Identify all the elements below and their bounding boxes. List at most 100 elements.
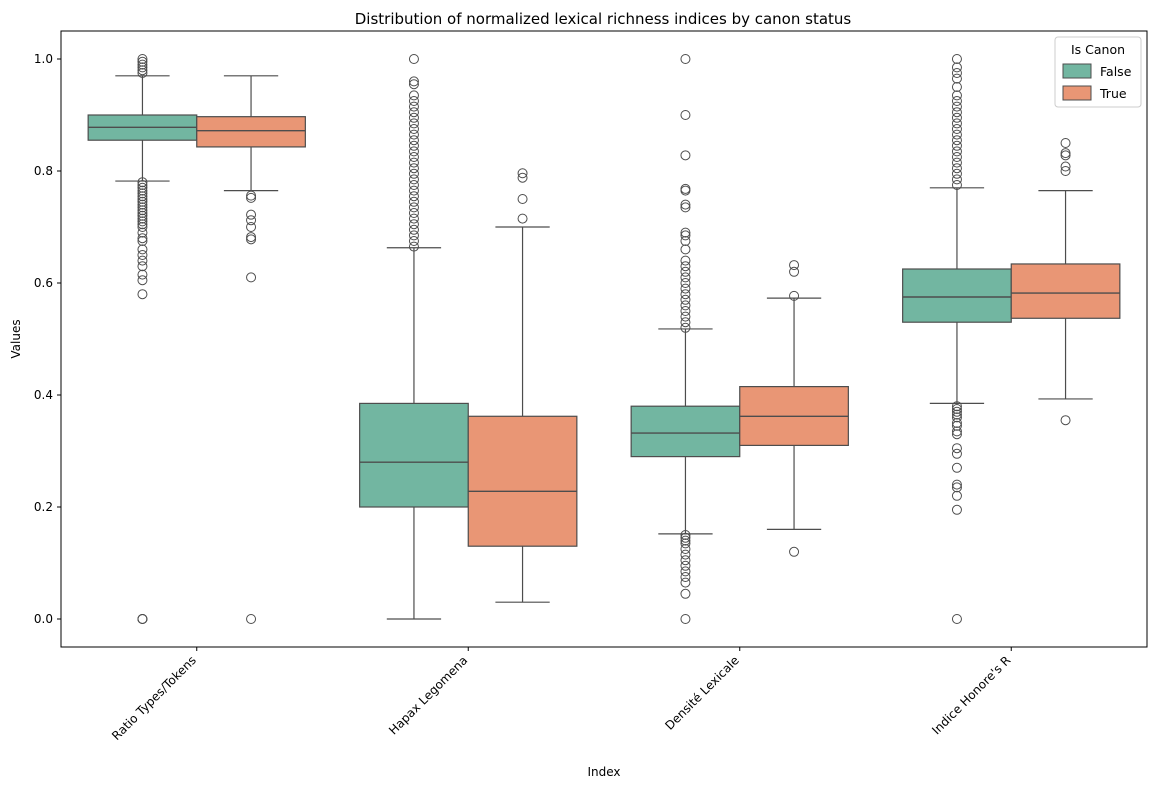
x-tick-label: Ratio Types/Tokens: [109, 653, 199, 743]
outlier-point: [137, 219, 148, 230]
outlier-point: [951, 96, 962, 106]
y-axis: 0.0 0.2 0.4 0.6 0.8 1.0: [34, 52, 61, 626]
outlier-point: [951, 68, 962, 78]
outlier-point: [951, 429, 962, 440]
box: [902, 268, 1012, 323]
legend-swatch: [1062, 63, 1092, 79]
outlier-point: [951, 146, 962, 157]
outlier-point: [408, 185, 419, 196]
outlier-point: [246, 190, 257, 201]
outlier-point: [680, 183, 691, 194]
outlier-point: [680, 230, 691, 241]
outlier-point: [1060, 166, 1071, 176]
chart-title: Distribution of normalized lexical richn…: [355, 10, 852, 28]
outlier-point: [137, 205, 148, 216]
outlier-point: [137, 275, 148, 286]
outlier-point: [408, 163, 419, 174]
outlier-point: [408, 129, 419, 140]
outlier-point: [951, 82, 962, 92]
outlier-point: [408, 76, 419, 87]
outlier-point: [408, 168, 419, 179]
box-group: [467, 168, 578, 603]
outlier-point: [246, 614, 257, 624]
outlier-point: [137, 210, 148, 221]
outlier-point: [951, 412, 962, 423]
outlier-point: [137, 188, 148, 199]
box-group: [1010, 138, 1121, 426]
outlier-point: [951, 54, 962, 64]
outlier-point: [951, 152, 962, 162]
legend-entry: False: [1100, 64, 1132, 79]
outlier-point: [680, 532, 691, 543]
outlier-point: [680, 272, 691, 283]
legend-title: Is Canon: [1071, 42, 1125, 57]
outlier-point: [951, 73, 962, 84]
outlier-point: [680, 236, 691, 246]
outlier-point: [951, 135, 962, 146]
outlier-point: [246, 222, 257, 232]
outlier-point: [951, 62, 962, 73]
outlier-point: [951, 129, 962, 140]
x-tick-label: Hapax Legomena: [386, 653, 470, 737]
outlier-point: [680, 110, 691, 120]
outlier-point: [408, 140, 419, 151]
x-axis: Ratio Types/Tokens Hapax Legomena Densité …: [109, 647, 1013, 743]
outlier-point: [951, 168, 962, 179]
outlier-point: [137, 222, 148, 232]
outlier-point: [137, 614, 148, 624]
outlier-point: [137, 202, 148, 213]
outlier-point: [137, 269, 148, 280]
outlier-point: [137, 191, 148, 202]
outlier-point: [951, 404, 962, 414]
outlier-point: [680, 261, 691, 272]
outlier-point: [680, 311, 691, 322]
y-tick-label: 0.6: [34, 276, 53, 290]
outlier-point: [680, 289, 691, 300]
outlier-point: [680, 278, 691, 288]
outlier-point: [408, 146, 419, 157]
outlier-point: [680, 560, 691, 571]
outlier-point: [951, 124, 962, 134]
outlier-point: [408, 135, 419, 146]
outlier-point: [789, 546, 800, 557]
outlier-point: [789, 260, 800, 271]
outlier-point: [246, 209, 257, 220]
outlier-point: [137, 255, 148, 266]
plot-area: [87, 54, 1121, 624]
outlier-point: [408, 79, 419, 90]
outlier-point: [680, 255, 691, 266]
outlier-point: [951, 157, 962, 168]
outlier-point: [137, 194, 148, 204]
y-tick-label: 1.0: [34, 52, 53, 66]
box: [359, 402, 469, 508]
outlier-point: [137, 213, 148, 224]
box-group: [196, 75, 306, 624]
outlier-point: [789, 290, 800, 301]
y-tick-label: 0.8: [34, 164, 53, 178]
box-group: [630, 54, 741, 624]
outlier-point: [680, 227, 691, 238]
x-axis-label: Index: [587, 765, 620, 779]
outlier-point: [246, 192, 257, 203]
outlier-point: [951, 112, 962, 123]
outlier-point: [408, 191, 419, 202]
outlier-point: [680, 549, 691, 560]
outlier-point: [680, 306, 691, 316]
outlier-point: [408, 124, 419, 134]
outlier-point: [517, 168, 528, 179]
box-group: [902, 54, 1012, 624]
outlier-point: [137, 244, 148, 255]
outlier-point: [408, 101, 419, 112]
outlier-point: [680, 294, 691, 305]
outlier-point: [951, 490, 962, 501]
outlier-point: [137, 233, 148, 244]
outlier-point: [137, 196, 148, 207]
outlier-point: [408, 174, 419, 185]
outlier-point: [1060, 415, 1071, 426]
outlier-point: [137, 54, 148, 64]
box: [196, 116, 306, 148]
outlier-point: [137, 199, 148, 210]
box-group: [739, 260, 849, 557]
outlier-point: [408, 224, 419, 235]
outlier-point: [137, 227, 148, 238]
